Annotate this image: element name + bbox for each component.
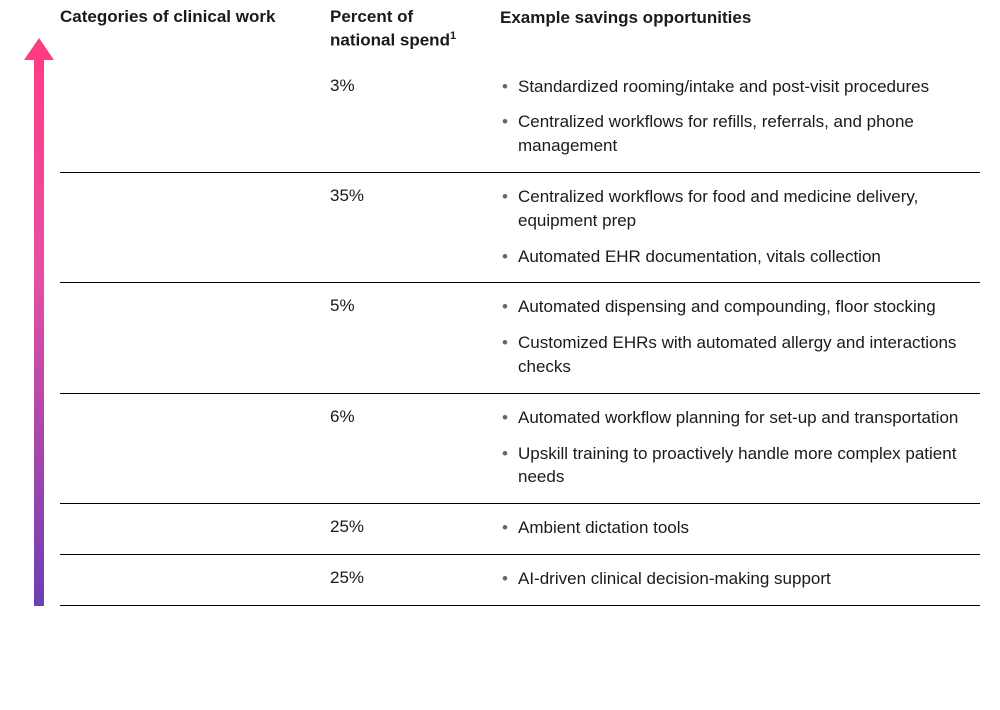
table-row: 6% Automated workflow planning for set-u… bbox=[60, 394, 980, 504]
example-bullet: Automated workflow planning for set-up a… bbox=[518, 406, 980, 430]
header-percent: Percent of national spend1 bbox=[330, 6, 500, 53]
vertical-arrow bbox=[20, 0, 60, 606]
example-bullet: Upskill training to proactively handle m… bbox=[518, 442, 980, 490]
table-row: 25% Ambient dictation tools bbox=[60, 504, 980, 555]
cell-percent: 6% bbox=[330, 406, 500, 429]
cell-examples: AI-driven clinical decision-making suppo… bbox=[500, 567, 980, 591]
example-bullet: AI-driven clinical decision-making suppo… bbox=[518, 567, 980, 591]
example-bullet: Centralized workflows for food and medic… bbox=[518, 185, 980, 233]
cell-examples: Automated workflow planning for set-up a… bbox=[500, 406, 980, 489]
cell-examples: Centralized workflows for food and medic… bbox=[500, 185, 980, 268]
example-bullet: Automated EHR documentation, vitals coll… bbox=[518, 245, 980, 269]
cell-examples: Ambient dictation tools bbox=[500, 516, 980, 540]
cell-percent: 25% bbox=[330, 567, 500, 590]
header-percent-sup: 1 bbox=[450, 30, 456, 42]
header-examples: Example savings opportunities bbox=[500, 6, 980, 30]
header-percent-l2: national spend bbox=[330, 31, 450, 50]
cell-examples: Standardized rooming/intake and post-vis… bbox=[500, 75, 980, 158]
example-bullet: Standardized rooming/intake and post-vis… bbox=[518, 75, 980, 99]
cell-examples: Automated dispensing and compounding, fl… bbox=[500, 295, 980, 378]
content-wrap: Categories of clinical work Percent of n… bbox=[20, 0, 980, 606]
table-row: 5% Automated dispensing and compounding,… bbox=[60, 283, 980, 393]
header-category: Categories of clinical work bbox=[60, 6, 330, 29]
cell-percent: 35% bbox=[330, 185, 500, 208]
cell-percent: 3% bbox=[330, 75, 500, 98]
clinical-table: Categories of clinical work Percent of n… bbox=[60, 0, 980, 606]
header-percent-l1: Percent of bbox=[330, 7, 413, 26]
table-header-row: Categories of clinical work Percent of n… bbox=[60, 0, 980, 63]
example-bullet: Customized EHRs with automated allergy a… bbox=[518, 331, 980, 379]
arrow-shaft bbox=[34, 55, 44, 606]
cell-percent: 5% bbox=[330, 295, 500, 318]
table-row: 25% AI-driven clinical decision-making s… bbox=[60, 555, 980, 606]
table-row: 3% Standardized rooming/intake and post-… bbox=[60, 63, 980, 173]
example-bullet: Centralized workflows for refills, refer… bbox=[518, 110, 980, 158]
example-bullet: Automated dispensing and compounding, fl… bbox=[518, 295, 980, 319]
table-row: 35% Centralized workflows for food and m… bbox=[60, 173, 980, 283]
cell-percent: 25% bbox=[330, 516, 500, 539]
example-bullet: Ambient dictation tools bbox=[518, 516, 980, 540]
